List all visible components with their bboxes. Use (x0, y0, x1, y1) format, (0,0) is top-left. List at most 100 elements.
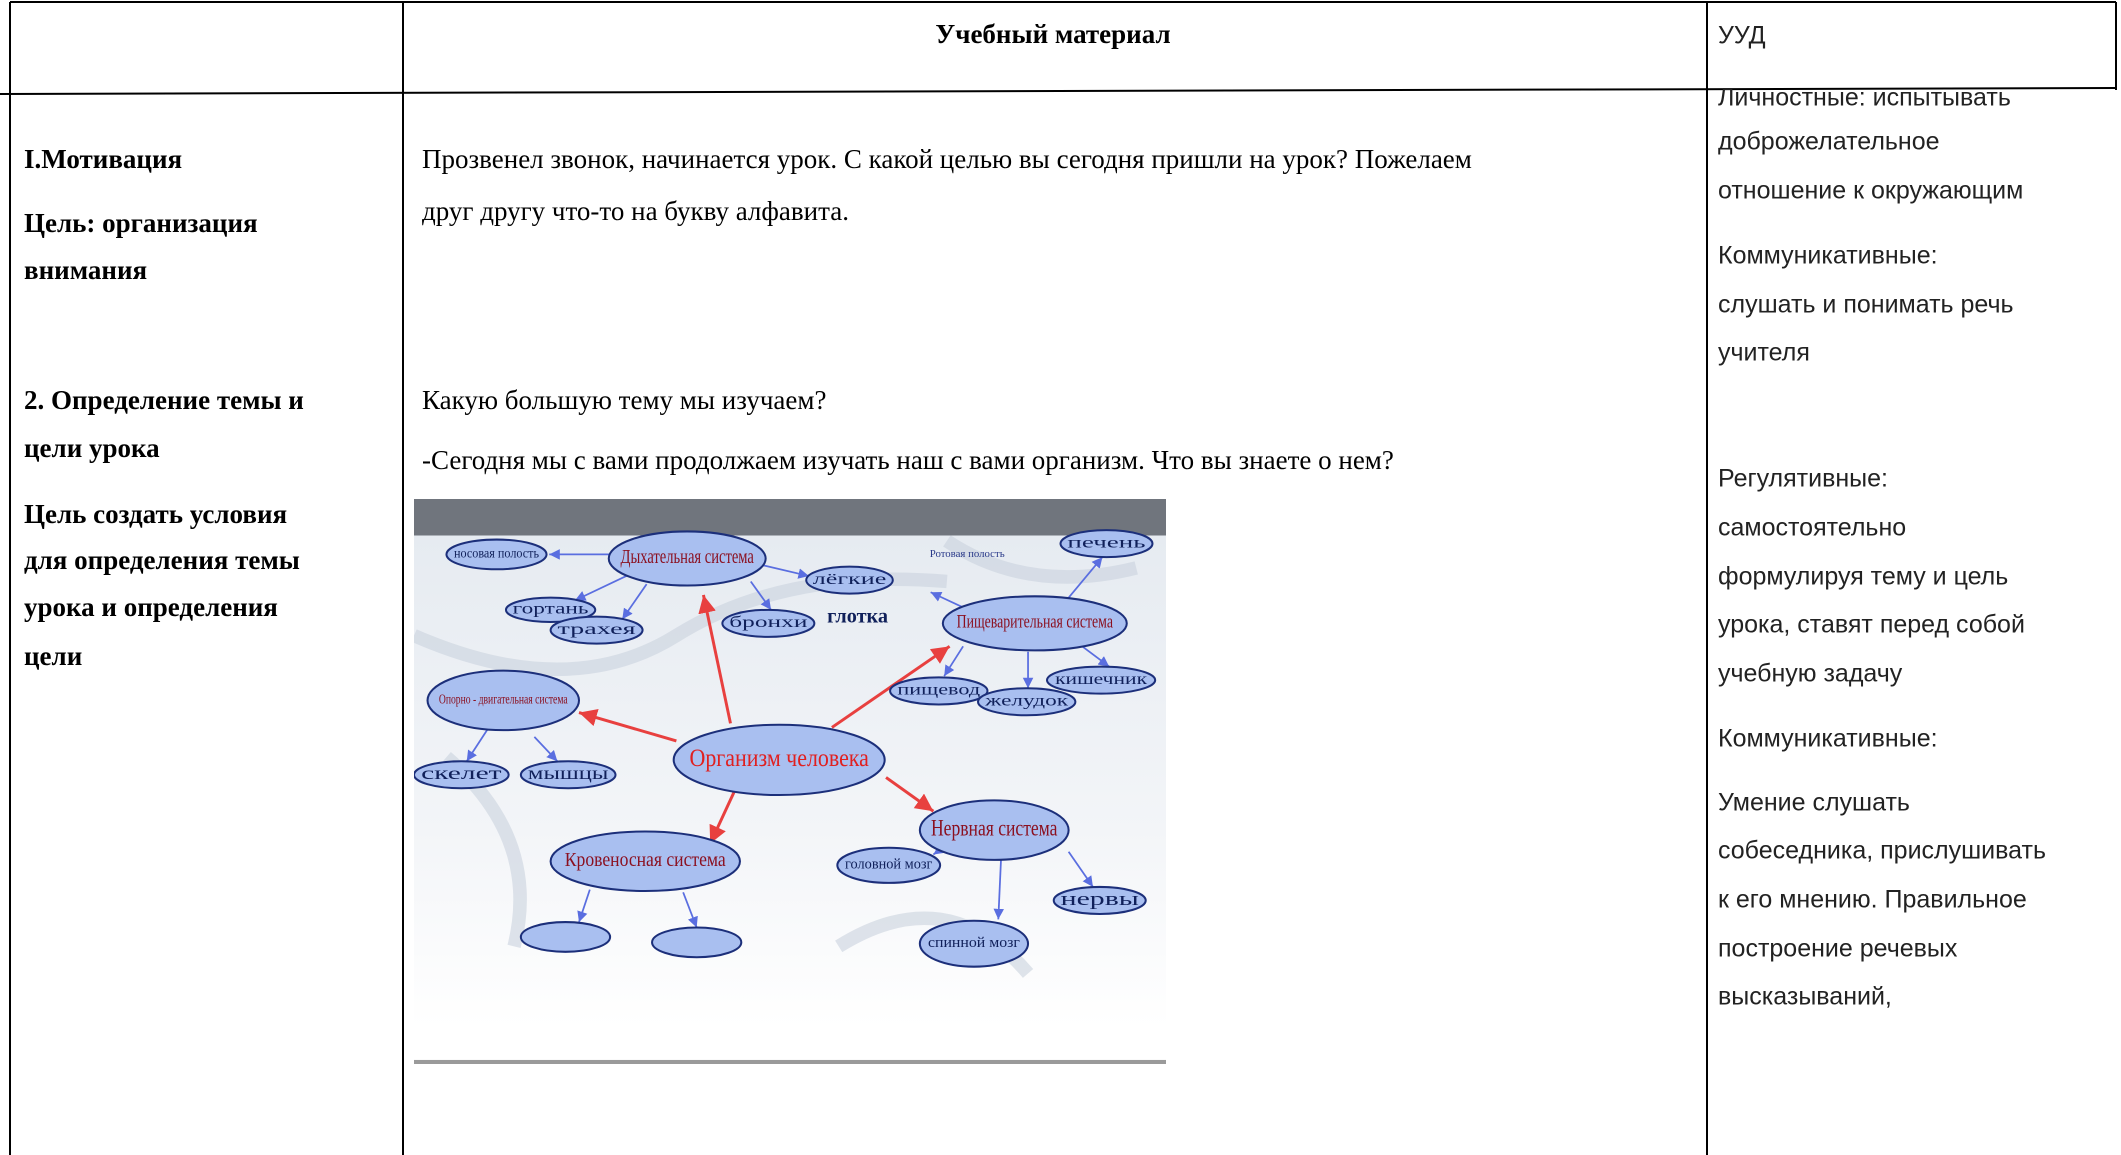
node-label: трахея (558, 620, 637, 638)
node-shape (889, 676, 989, 706)
node-shape (1045, 665, 1157, 695)
node-label: лёгкие (813, 570, 887, 588)
header-title: Учебный материал (935, 19, 1170, 49)
arrow (466, 729, 488, 762)
node-label: печень (1067, 533, 1145, 551)
uud-text: Личностные: испытывать (1718, 84, 2011, 112)
stage-text: цели урока (24, 433, 160, 463)
node-shape (607, 530, 767, 587)
stage-text: Цель: организация (24, 208, 258, 238)
diagram: носовая полость Дыхательная система лёгкие… (414, 499, 1166, 1064)
arrow (682, 892, 698, 928)
node-label: Ротовая полость (930, 548, 1005, 560)
node-label: спинной мозг (928, 935, 1020, 951)
arrow (943, 645, 964, 677)
node-label: Организм человека (690, 743, 870, 772)
uud-text: учебную задачу (1718, 660, 1903, 688)
uud-text: собеседника, прислушивать (1718, 837, 2046, 865)
diagram-rule (414, 1059, 1166, 1064)
node-label: Нервная система (931, 815, 1057, 840)
uud-text: высказываний, (1718, 983, 1892, 1011)
node-shape (918, 919, 1030, 968)
uud-text: Коммуникативные: (1718, 242, 1938, 270)
diagram-bar (414, 499, 1166, 536)
node-label: головной мозг (845, 857, 932, 873)
stage-text: цели (24, 641, 82, 671)
cells: I.Мотивация Цель: организация внимания Проз… (24, 84, 2046, 1011)
node-label: Пищеварительная система (957, 612, 1114, 633)
node-shape (426, 669, 581, 732)
stage-text: 2. Определение темы и (24, 385, 304, 415)
empty-node (651, 926, 743, 959)
node-shape (414, 760, 510, 790)
empty-node (519, 921, 612, 953)
uud-text: Умение слушать (1718, 789, 1910, 817)
uud-text: слушать и понимать речь (1718, 291, 2014, 319)
node-label: скелет (421, 763, 502, 783)
uud-text: формулируя тему и цель (1718, 563, 2008, 591)
arrow (1067, 851, 1094, 888)
node-label: бронхи (729, 613, 808, 631)
stage-text: урока и определения (24, 592, 278, 622)
node-label: Кровеносная система (565, 849, 726, 871)
arrow (708, 790, 736, 845)
stage-text: для определения темы (24, 545, 300, 575)
node-shape (1052, 885, 1147, 915)
material-text: Какую большую тему мы изучаем? (422, 385, 826, 415)
uud-text: урока, ставят перед собой (1718, 611, 2025, 639)
node-label: гортань (513, 600, 589, 618)
arrow (1067, 556, 1104, 599)
arrow (885, 776, 935, 813)
node-label: мышцы (528, 763, 609, 783)
arrow (1081, 645, 1110, 668)
material-text: Прозвенел звонок, начинается урок. С как… (422, 144, 1472, 174)
node-shape (445, 538, 548, 571)
arrow (762, 564, 810, 579)
material-text: друг другу что-то на букву алфавита. (422, 196, 849, 226)
material-text: -Сегодня мы с вами продолжаем изучать на… (422, 445, 1394, 475)
node-label: Опорно - двигательная система (439, 692, 568, 707)
uud-text: самостоятельно (1718, 514, 1906, 542)
node-shape (836, 846, 942, 884)
node-label: носовая полость (454, 546, 539, 561)
node-shape (721, 608, 816, 638)
arrow (578, 708, 677, 743)
node-shape (549, 830, 741, 892)
stage-text: Цель создать условия (24, 499, 287, 529)
node-shape (1059, 529, 1154, 559)
arrow (621, 583, 648, 620)
node-shape (976, 687, 1077, 717)
node-shape (941, 595, 1128, 652)
uud-text: Коммуникативные: (1718, 725, 1938, 753)
node-label: пищевод (897, 681, 980, 699)
arrow (750, 580, 772, 611)
arrow (831, 645, 951, 729)
node-shape (672, 723, 886, 797)
node-label: кишечник (1055, 670, 1147, 688)
stage-text: внимания (24, 255, 147, 285)
uud-text: построение речевых (1718, 935, 1958, 963)
arrow (574, 573, 630, 602)
header-uud: УУД (1718, 22, 1766, 50)
node-shape (805, 565, 894, 595)
arrow (577, 889, 591, 923)
uud-text: к его мнению. Правильное (1718, 886, 2027, 914)
node-shape (519, 760, 617, 790)
node-shape (504, 596, 597, 624)
node-shape (549, 615, 644, 645)
node-label: Дыхательная система (621, 546, 754, 568)
node-label: желудок (984, 691, 1068, 709)
node-label: глотка (827, 606, 888, 628)
arrow (698, 594, 732, 724)
node-shape (918, 799, 1070, 861)
stage-text: I.Мотивация (24, 144, 182, 174)
uud-text: учителя (1718, 339, 1810, 367)
uud-text: доброжелательное (1718, 128, 1940, 156)
uud-text: отношение к окружающим (1718, 177, 2023, 205)
arrow (533, 736, 559, 762)
arrow (993, 859, 1005, 920)
uud-text: Регулятивные: (1718, 465, 1888, 493)
node-label: нервы (1061, 889, 1140, 910)
